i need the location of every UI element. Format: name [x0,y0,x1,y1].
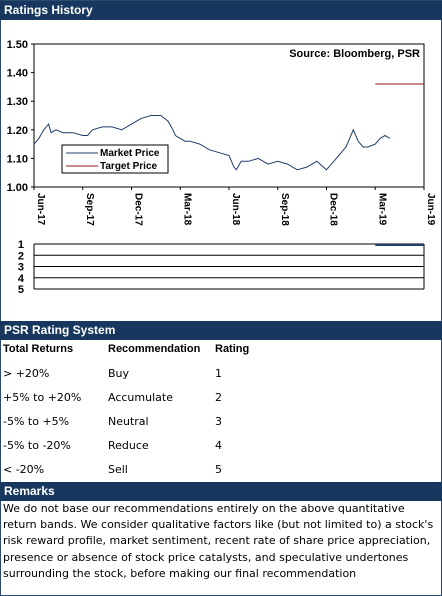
header-rating: Rating [215,343,250,355]
cell-rating: 3 [215,415,222,428]
cell-rating: 5 [215,463,222,476]
cell-returns: -5% to -20% [3,439,71,452]
cell-recommendation: Neutral [108,415,149,428]
remarks-text: We do not base our recommendations entir… [3,502,434,580]
ratings-history-header: Ratings History [0,1,442,20]
y-tick-label: 1.40 [7,68,28,80]
legend-target-label: Target Price [100,161,157,172]
y-tick-label: 1.00 [7,182,28,194]
rating-tick-label: 1 [18,239,24,251]
cell-returns: +5% to +20% [3,391,82,404]
table-row: +5% to +20% Accumulate 2 [0,391,442,411]
remarks-header: Remarks [0,482,442,501]
market-price-line [33,115,391,171]
x-tick-label: Sep-18 [279,193,290,226]
header-recommendation: Recommendation [108,343,201,355]
ratings-chart: 1.50 1.40 1.30 1.20 1.10 1.00 Jun-17 Sep-17 Dec-… [7,39,436,296]
x-tick-label: Mar-19 [376,193,387,226]
rating-tick-label: 3 [18,262,24,274]
cell-rating: 1 [215,367,222,380]
price-chart: 1.50 1.40 1.30 1.20 1.10 1.00 Jun-17 Sep-17 Dec-… [7,39,436,226]
table-row: -5% to +5% Neutral 3 [0,415,442,435]
cell-recommendation: Sell [108,463,128,476]
cell-recommendation: Accumulate [108,391,173,404]
rating-tick-label: 2 [18,250,24,262]
table-row: > +20% Buy 1 [0,367,442,387]
x-tick-label: Jun-18 [230,193,241,226]
cell-rating: 2 [215,391,222,404]
cell-recommendation: Reduce [108,439,149,452]
x-tick-label: Jun-19 [425,193,436,226]
psr-rating-header: PSR Rating System [0,321,442,340]
x-tick-label: Mar-18 [181,193,192,226]
rating-tick-label: 5 [18,284,24,296]
legend-market-label: Market Price [100,148,160,159]
cell-rating: 4 [215,439,222,452]
rating-tick-label: 4 [18,273,25,285]
y-tick-label: 1.10 [7,153,28,165]
y-tick-label: 1.50 [7,39,28,51]
x-tick-label: Jun-17 [35,193,46,226]
source-label: Source: Bloomberg, PSR [289,48,420,60]
header-total-returns: Total Returns [3,343,74,355]
legend-box [61,144,169,174]
y-tick-label: 1.20 [7,125,28,137]
cell-recommendation: Buy [108,367,130,380]
y-tick-label: 1.30 [7,96,28,108]
table-header-row: Total Returns Recommendation Rating [0,343,442,363]
table-row: -5% to -20% Reduce 4 [0,439,442,459]
table-row: < -20% Sell 5 [0,463,442,483]
x-tick-label: Dec-18 [328,193,339,226]
cell-returns: -5% to +5% [3,415,70,428]
x-tick-label: Sep-17 [84,193,95,226]
cell-returns: < -20% [3,463,45,476]
cell-returns: > +20% [3,367,50,380]
x-tick-label: Dec-17 [133,193,144,226]
